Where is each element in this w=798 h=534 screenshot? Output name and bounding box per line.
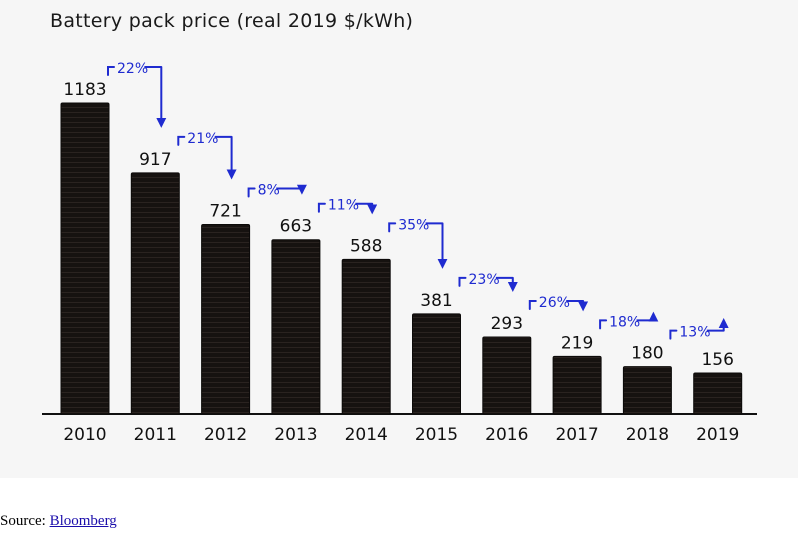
annotation-label-5: 23% xyxy=(469,272,500,288)
x-tick-label-2011: 2011 xyxy=(134,425,177,445)
value-label-2016: 293 xyxy=(491,314,523,334)
bar-2012 xyxy=(201,223,251,415)
value-label-2014: 588 xyxy=(350,236,382,256)
annotation-bracket-3 xyxy=(317,202,326,213)
annotation-arrow-5 xyxy=(495,276,518,292)
bar-chart: 1183201091720117212012663201358820143812… xyxy=(42,61,757,445)
bar-2015 xyxy=(412,313,461,415)
annotation-bracket-5 xyxy=(458,276,467,287)
chart-panel: Battery pack price (real 2019 $/kWh) 118… xyxy=(42,10,757,445)
annotation-label-6: 26% xyxy=(539,295,570,311)
annotation-label-2: 8% xyxy=(258,182,280,198)
annotation-bracket-7 xyxy=(599,319,608,330)
value-label-2012: 721 xyxy=(209,201,241,221)
bar-2016 xyxy=(482,336,532,415)
annotation-label-3: 11% xyxy=(328,198,359,214)
x-tick-label-2013: 2013 xyxy=(274,425,317,445)
bar-2019 xyxy=(693,372,743,415)
annotation-label-4: 35% xyxy=(398,217,429,233)
bar-2013 xyxy=(271,239,321,415)
annotation-arrow-6 xyxy=(566,299,589,312)
annotation-bracket-8 xyxy=(669,329,678,340)
bar-2018 xyxy=(622,366,672,415)
x-tick-label-2017: 2017 xyxy=(555,425,598,445)
annotation-label-7: 18% xyxy=(609,314,640,330)
annotation-bracket-1 xyxy=(177,135,186,146)
annotation-label-0: 22% xyxy=(117,61,148,77)
x-tick-label-2014: 2014 xyxy=(345,425,388,445)
x-tick-label-2015: 2015 xyxy=(415,425,458,445)
value-label-2015: 381 xyxy=(420,291,452,311)
x-tick-label-2016: 2016 xyxy=(485,425,528,445)
x-tick-label-2012: 2012 xyxy=(204,425,247,445)
value-label-2010: 1183 xyxy=(63,80,106,100)
annotation-label-1: 21% xyxy=(187,131,218,147)
annotation-layer: 22% 21% 8% 11% 35% 23% 26% 18% 13% xyxy=(107,61,729,341)
annotation-label-8: 13% xyxy=(679,325,710,341)
annotation-arrow-1 xyxy=(214,135,237,180)
annotation-bracket-6 xyxy=(528,299,537,310)
annotation-arrow-7 xyxy=(636,311,659,322)
x-tick-label-2019: 2019 xyxy=(696,425,739,445)
bar-2011 xyxy=(130,172,180,415)
annotation-bracket-2 xyxy=(247,187,256,198)
chart-title: Battery pack price (real 2019 $/kWh) xyxy=(50,10,414,32)
x-tick-label-2010: 2010 xyxy=(63,425,106,445)
annotation-bracket-4 xyxy=(388,222,397,233)
annotation-arrow-3 xyxy=(355,202,378,215)
annotation-arrow-4 xyxy=(425,222,448,269)
source-line: Source: Bloomberg xyxy=(0,513,117,530)
value-label-2011: 917 xyxy=(139,150,171,170)
annotation-arrow-0 xyxy=(144,66,167,128)
bar-2014 xyxy=(341,258,391,415)
annotation-arrow-8 xyxy=(706,317,729,332)
annotation-arrow-2 xyxy=(276,184,307,195)
value-label-2018: 180 xyxy=(631,344,663,364)
value-label-2019: 156 xyxy=(701,350,733,370)
value-label-2017: 219 xyxy=(561,333,593,353)
annotation-bracket-0 xyxy=(107,66,115,76)
x-tick-label-2018: 2018 xyxy=(626,425,669,445)
bar-2017 xyxy=(552,355,602,415)
source-label: Source: xyxy=(0,513,46,529)
bars-layer: 1183 2010 917 2011 721 2012 663 2013 588 2014 381 2… xyxy=(60,80,743,445)
bar-2010 xyxy=(60,102,110,415)
value-label-2013: 663 xyxy=(280,217,312,237)
source-link[interactable]: Bloomberg xyxy=(49,513,117,529)
